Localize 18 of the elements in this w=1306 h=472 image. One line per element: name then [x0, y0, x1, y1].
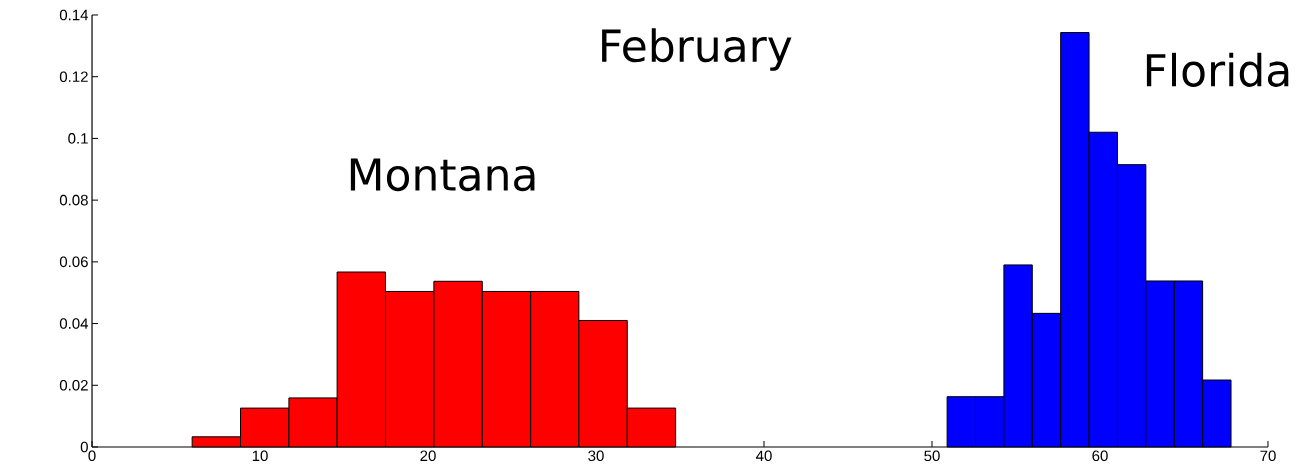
y-tick-label: 0.14: [59, 9, 89, 21]
x-tick-label: 50: [924, 450, 940, 462]
x-tick-label: 60: [1092, 450, 1108, 462]
y-tick-label: 0.12: [59, 71, 88, 82]
y-tick-label: 0.04: [59, 318, 89, 329]
y-tick-label: 0.02: [59, 379, 88, 391]
y-tick-label: 0: [80, 441, 88, 453]
x-tick-label: 20: [420, 450, 436, 462]
annotation: Florida: [1146, 52, 1289, 87]
y-tick-label: 0.08: [59, 194, 88, 206]
x-tick-label: 10: [252, 450, 268, 462]
x-tick-label: 30: [588, 450, 604, 462]
annotation: Montana: [350, 158, 535, 192]
y-tick-label: 0.1: [68, 133, 88, 144]
x-tick-label: 40: [756, 450, 772, 462]
chart-title: February: [602, 28, 792, 71]
y-tick-label: 0.06: [59, 256, 88, 268]
x-tick-label: 70: [1260, 450, 1276, 462]
